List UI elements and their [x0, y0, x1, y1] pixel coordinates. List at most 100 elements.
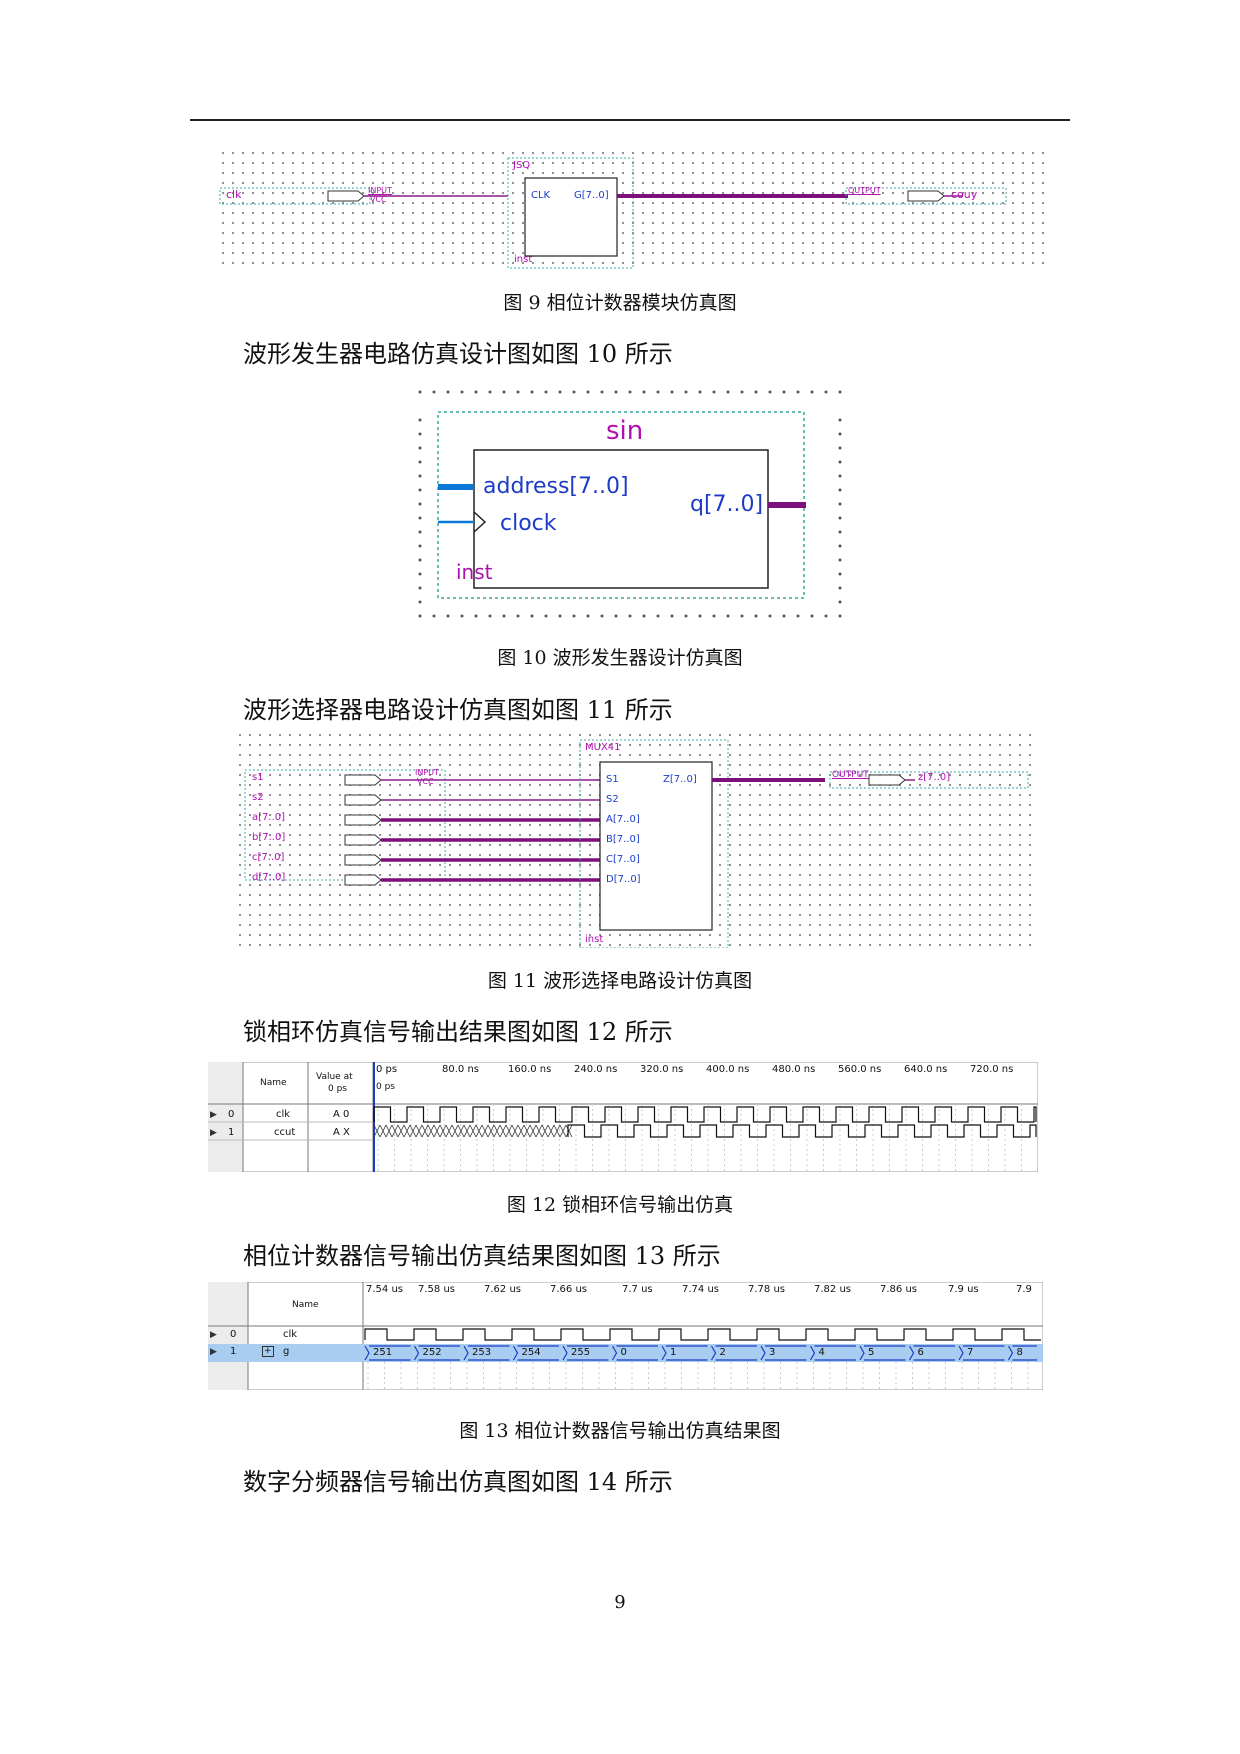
fig12-time-0: 0 ps [376, 1064, 398, 1075]
fig13-header-name: Name [292, 1300, 319, 1310]
fig9-vcc-tag: VCC [370, 195, 387, 204]
fig13-bus-value: 4 [818, 1347, 825, 1358]
fig11-input-c: c[7..0] [252, 852, 285, 863]
fig11-input-s1: s1 [252, 772, 264, 783]
fig11-input-pin [344, 814, 382, 826]
fig12-ccut-wave [567, 1124, 1037, 1138]
fig12-ccut-unknown [463, 1124, 471, 1138]
fig12-signal-name-0: clk [276, 1109, 291, 1120]
fig13-bus-value: 3 [769, 1347, 776, 1358]
fig11-port-a: A[7..0] [606, 814, 640, 825]
fig12-ccut-unknown [391, 1124, 399, 1138]
fig13-bus-value: 255 [571, 1347, 591, 1358]
fig11-output-tag: OUTPUT [832, 770, 869, 780]
fig13-bus-value: 2 [719, 1347, 726, 1358]
fig12-ccut-unknown [553, 1124, 561, 1138]
fig9-input-tag: INPUT [368, 186, 392, 195]
fig12-cursor: 0 ps [376, 1082, 395, 1092]
fig13-bus-edge [809, 1345, 816, 1361]
fig11-vcc-tag: VCC [417, 777, 434, 786]
fig13-bus-edge [710, 1345, 717, 1361]
fig11-input-d: d[7..0] [252, 872, 286, 883]
fig13-waveform: Name 7.54 us 7.58 us 7.62 us 7.66 us 7.7… [208, 1282, 1043, 1390]
fig9-pin-clk: CLK [531, 190, 551, 201]
fig9-input-name: clk [226, 188, 242, 201]
fig12-ccut-unknown [493, 1124, 501, 1138]
fig11-port-c: C[7..0] [606, 854, 640, 865]
fig11-block-name: MUX41 [585, 742, 621, 753]
fig13-bus-edge [760, 1345, 766, 1361]
fig13-bus-value: 253 [472, 1347, 492, 1358]
fig11-port-s2: S2 [606, 794, 619, 805]
fig13-bus-value: 254 [521, 1347, 541, 1358]
fig13-clk-wave [364, 1328, 1041, 1341]
fig13-row-icon-1: ▶ [210, 1347, 217, 1357]
fig12-ccut-unknown [511, 1124, 519, 1138]
fig9-pin-g: G[7..0] [574, 190, 609, 201]
fig9-output-name: couy [951, 188, 978, 201]
paragraph-fig14: 数字分频器信号输出仿真图如图 14 所示 [243, 1468, 673, 1496]
fig13-time-1: 7.58 us [418, 1284, 455, 1295]
fig12-ccut-unknown [475, 1124, 483, 1138]
fig13-time-4: 7.7 us [622, 1284, 653, 1295]
fig11-output-name: z[7..0] [918, 772, 951, 783]
fig12-time-9: 720.0 ns [970, 1064, 1014, 1075]
fig11-port-b: B[7..0] [606, 834, 640, 845]
fig13-bus-edge [1007, 1345, 1014, 1361]
fig12-ccut-unknown [565, 1124, 573, 1138]
fig12-time-3: 240.0 ns [574, 1064, 618, 1075]
fig11-port-d: D[7..0] [606, 874, 641, 885]
fig11-input-a: a[7..0] [252, 812, 286, 823]
fig10-pin-address: address[7..0] [483, 474, 629, 499]
fig11-port-s1: S1 [606, 774, 619, 785]
fig12-caption: 图 12 锁相环信号输出仿真 [506, 1194, 734, 1216]
page-number: 9 [614, 1592, 626, 1613]
fig12-ccut-unknown [541, 1124, 549, 1138]
fig13-signal-name-1: g [283, 1346, 290, 1357]
fig13-bus-value: 8 [1016, 1347, 1023, 1358]
fig12-ccut-unknown [379, 1124, 387, 1138]
fig13-bus-value: 7 [967, 1347, 974, 1358]
fig13-bus-value: 1 [670, 1347, 677, 1358]
fig13-time-6: 7.78 us [748, 1284, 785, 1295]
fig12-ccut-unknown [499, 1124, 507, 1138]
fig12-header-value2: 0 ps [328, 1084, 347, 1094]
fig11-input-pin [344, 834, 382, 846]
fig13-caption: 图 13 相位计数器信号输出仿真结果图 [459, 1420, 781, 1442]
fig11-input-s2: s2 [252, 792, 264, 803]
fig11-schematic: s1 s2 a[7..0] b[7..0] c[7..0] d[7..0] S1… [235, 730, 1033, 948]
paragraph-fig12: 锁相环仿真信号输出结果图如图 12 所示 [243, 1018, 673, 1046]
fig13-row-index-1: 1 [230, 1346, 237, 1357]
fig12-signal-value-0: A 0 [333, 1109, 350, 1120]
fig11-input-tag: INPUT [415, 768, 439, 777]
fig12-time-6: 480.0 ns [772, 1064, 816, 1075]
fig11-inst: inst [585, 934, 604, 945]
fig12-header-name: Name [260, 1078, 287, 1088]
fig11-input-pin [344, 874, 382, 886]
fig13-time-2: 7.62 us [484, 1284, 521, 1295]
fig13-signal-name-0: clk [283, 1329, 298, 1340]
fig12-time-2: 160.0 ns [508, 1064, 552, 1075]
fig12-ccut-unknown [523, 1124, 531, 1138]
fig12-ccut-unknown [505, 1124, 513, 1138]
header-rule [190, 119, 1070, 121]
fig12-time-5: 400.0 ns [706, 1064, 750, 1075]
fig13-bus-edge [413, 1345, 420, 1361]
fig13-bus-value: 5 [868, 1347, 875, 1358]
fig12-time-7: 560.0 ns [838, 1064, 882, 1075]
fig13-bus-edge [611, 1345, 618, 1361]
fig12-ccut-unknown [421, 1124, 429, 1138]
fig10-schematic: sin address[7..0] clock q[7..0] inst [418, 390, 850, 620]
fig12-ccut-unknown [559, 1124, 567, 1138]
fig12-ccut-unknown [385, 1124, 393, 1138]
fig12-header-value: Value at [316, 1072, 353, 1082]
fig13-time-5: 7.74 us [682, 1284, 719, 1295]
fig13-time-8: 7.86 us [880, 1284, 917, 1295]
fig12-ccut-unknown [433, 1124, 441, 1138]
fig12-ccut-unknown [547, 1124, 555, 1138]
fig12-ccut-unknown [373, 1124, 381, 1138]
fig12-ccut-unknown [529, 1124, 537, 1138]
fig13-bus-value: 252 [422, 1347, 442, 1358]
fig11-input-pin [344, 854, 382, 866]
fig13-expand-icon[interactable]: + [262, 1346, 274, 1357]
